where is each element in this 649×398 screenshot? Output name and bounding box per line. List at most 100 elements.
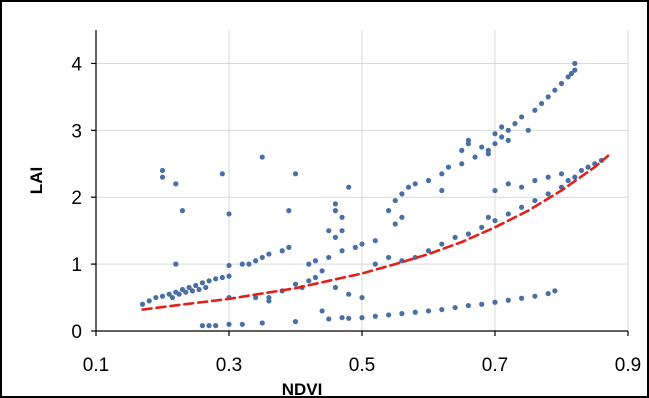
- data-point: [146, 298, 152, 304]
- data-point: [479, 301, 485, 307]
- data-point: [532, 177, 538, 184]
- data-point: [306, 278, 312, 284]
- data-point: [239, 321, 245, 327]
- tick-labels: 0.1 0.3 0.5 0.7 0.9 0 1 2 3 4: [71, 54, 641, 376]
- data-point: [485, 214, 491, 220]
- data-point: [266, 298, 272, 304]
- data-point: [339, 228, 345, 234]
- x-tick-label: 0.7: [482, 355, 508, 376]
- data-point: [292, 319, 299, 325]
- data-point: [199, 323, 205, 329]
- data-point: [199, 280, 205, 286]
- data-point: [412, 181, 418, 187]
- data-point: [505, 137, 511, 143]
- data-point: [359, 294, 365, 301]
- data-point: [585, 164, 591, 170]
- data-point: [465, 302, 471, 309]
- data-point: [479, 144, 485, 150]
- axes: [91, 30, 629, 336]
- data-point: [159, 167, 166, 174]
- data-point: [386, 208, 392, 214]
- data-point: [505, 127, 511, 133]
- data-point: [312, 274, 319, 281]
- data-point: [176, 291, 182, 297]
- data-point: [499, 134, 505, 140]
- data-point: [519, 204, 525, 210]
- data-point: [372, 238, 378, 244]
- data-point: [439, 306, 445, 313]
- data-point: [259, 254, 265, 261]
- data-point: [372, 261, 378, 267]
- data-point: [425, 308, 432, 314]
- data-point: [319, 308, 325, 314]
- data-point: [572, 174, 578, 180]
- data-point: [525, 127, 531, 133]
- data-point: [169, 294, 176, 301]
- data-point: [166, 291, 172, 297]
- data-point: [505, 211, 511, 217]
- data-point: [512, 121, 518, 127]
- data-point: [392, 221, 398, 227]
- data-point: [412, 309, 418, 315]
- data-point: [189, 288, 196, 294]
- x-tick-label: 0.3: [216, 355, 242, 376]
- data-point: [226, 262, 232, 269]
- data-point: [392, 197, 398, 204]
- data-point: [572, 67, 578, 73]
- data-point: [159, 293, 166, 299]
- data-point: [578, 167, 585, 174]
- data-point: [492, 141, 498, 147]
- data-point: [159, 174, 166, 180]
- data-point: [552, 87, 558, 93]
- data-point: [286, 208, 292, 214]
- data-point: [346, 184, 352, 190]
- data-point: [332, 284, 338, 291]
- data-point: [519, 184, 525, 190]
- data-point: [259, 154, 265, 160]
- data-point: [519, 295, 525, 301]
- data-point: [312, 258, 319, 264]
- data-point: [253, 258, 259, 264]
- data-point: [173, 261, 179, 267]
- data-point: [206, 323, 212, 329]
- gridlines: [96, 30, 629, 331]
- data-point: [412, 254, 418, 261]
- data-points: [139, 60, 605, 329]
- data-point: [219, 171, 225, 177]
- data-point: [239, 261, 245, 267]
- data-point: [246, 261, 252, 267]
- data-point: [153, 294, 159, 301]
- data-point: [452, 234, 458, 240]
- data-point: [479, 224, 485, 230]
- data-point: [465, 231, 471, 237]
- data-point: [332, 208, 338, 214]
- data-point: [545, 191, 551, 197]
- data-point: [346, 315, 352, 321]
- data-point: [326, 316, 332, 322]
- trend-line: [141, 154, 610, 311]
- data-point: [339, 315, 345, 321]
- x-tick-label: 0.9: [615, 355, 641, 376]
- data-point: [425, 248, 432, 254]
- data-point: [558, 80, 565, 87]
- data-point: [359, 315, 365, 321]
- data-point: [286, 244, 292, 250]
- x-axis-title: NDVI: [282, 380, 323, 396]
- data-point: [226, 211, 232, 217]
- data-point: [203, 284, 209, 291]
- data-point: [326, 228, 332, 234]
- data-point: [339, 214, 345, 220]
- data-point: [179, 208, 186, 214]
- data-point: [425, 177, 432, 184]
- data-point: [532, 293, 538, 299]
- data-point: [359, 241, 365, 247]
- data-point: [319, 268, 325, 274]
- data-point: [399, 214, 405, 220]
- data-point: [439, 171, 445, 177]
- data-point: [505, 181, 511, 187]
- data-point: [206, 278, 212, 284]
- data-point: [552, 288, 558, 294]
- data-point: [292, 171, 299, 177]
